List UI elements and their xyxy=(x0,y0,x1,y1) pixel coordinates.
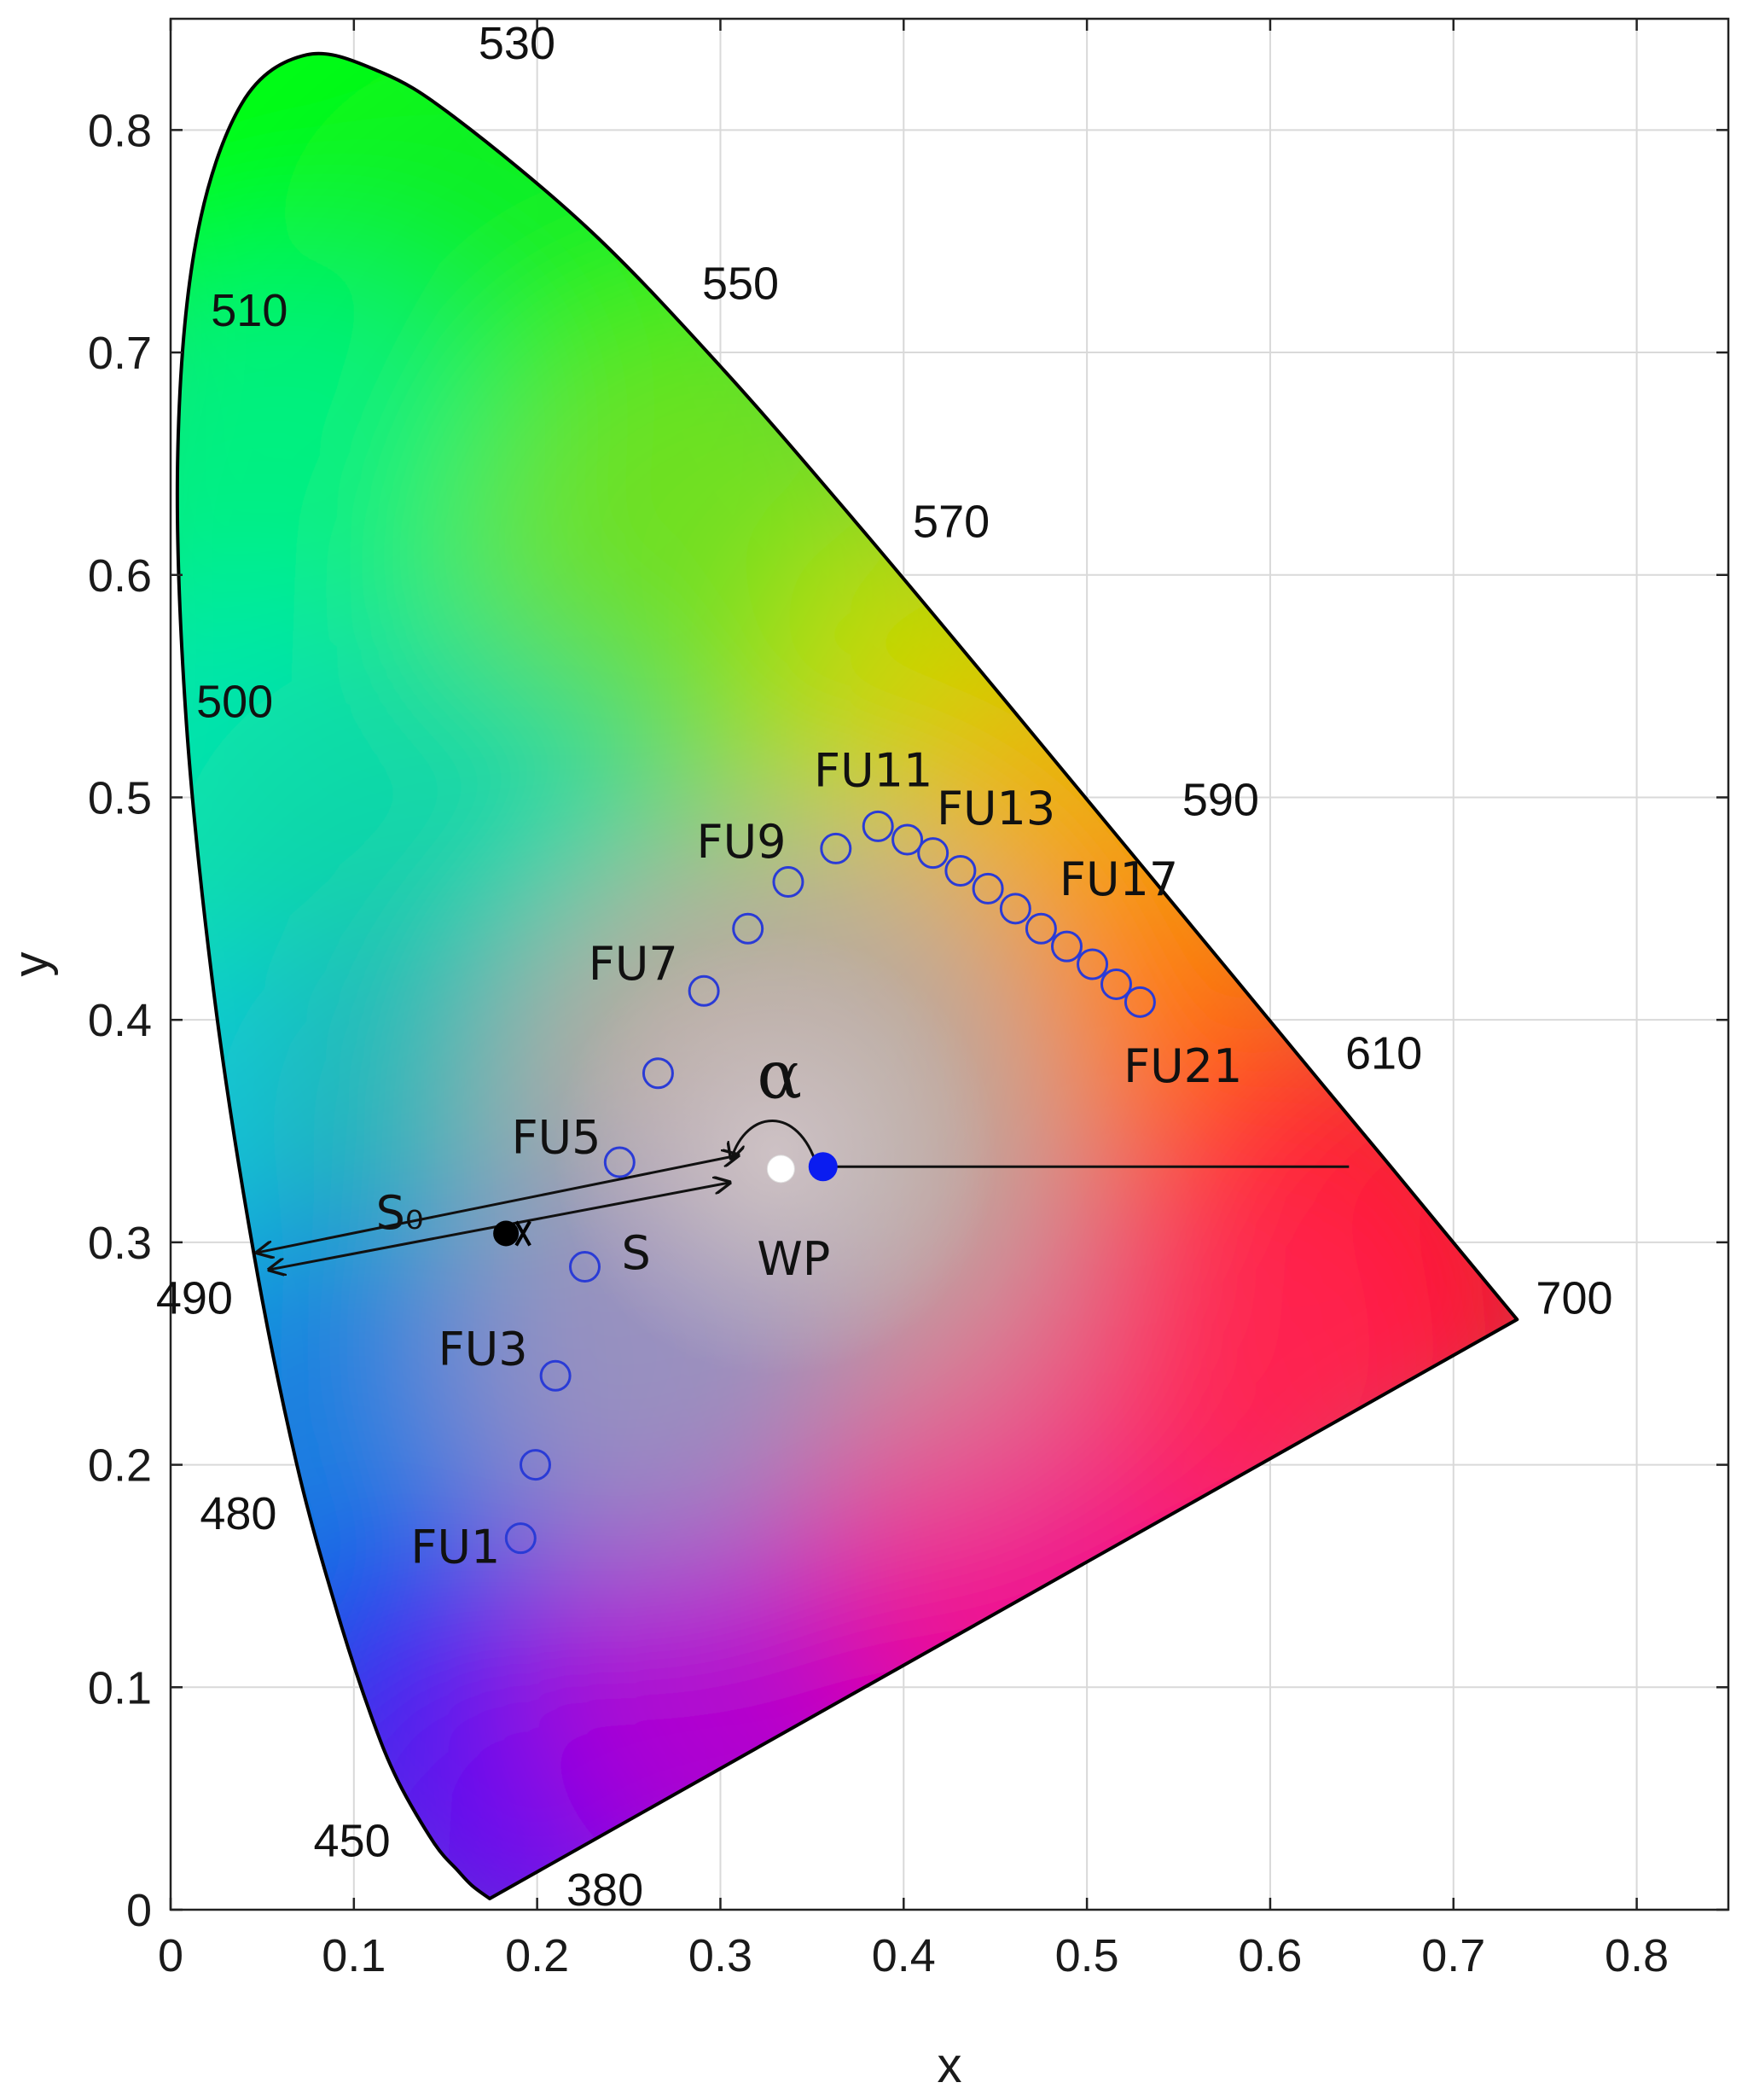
x-axis-title: x xyxy=(938,2038,962,2093)
fu-point xyxy=(917,837,949,870)
fu-point xyxy=(972,872,1004,905)
fu-point xyxy=(519,1449,551,1481)
wavelength-label: 590 xyxy=(1182,774,1259,825)
x-tick-label: 0.5 xyxy=(1055,1930,1119,1981)
fu-point xyxy=(642,1057,674,1090)
annotations: α S₀ S WP xyxy=(258,1037,1350,1286)
wavelength-label: 480 xyxy=(200,1488,276,1539)
y-tick-label: 0.8 xyxy=(88,105,152,156)
y-tick-label: 0.2 xyxy=(88,1440,152,1492)
fu-label: FU17 xyxy=(1060,852,1178,906)
fu-label: FU13 xyxy=(937,782,1055,835)
wp-label: WP xyxy=(757,1232,830,1286)
fu-point xyxy=(1025,912,1057,945)
fu-label: FU7 xyxy=(589,937,678,991)
x-tick-label: 0.4 xyxy=(872,1930,936,1981)
x-tick-label: 0.7 xyxy=(1421,1930,1485,1981)
fu-point xyxy=(944,855,977,887)
wavelength-labels: 530 550 510 570 500 590 610 490 700 480 450 380 xyxy=(156,18,1613,1916)
white-point xyxy=(766,1155,795,1184)
fu-point xyxy=(603,1146,636,1178)
fu-point xyxy=(820,832,852,864)
hue-point xyxy=(493,1220,520,1247)
fu-label: FU5 xyxy=(512,1111,601,1165)
fu-point xyxy=(539,1359,572,1392)
fu-point xyxy=(1077,948,1109,980)
wavelength-label: 530 xyxy=(479,18,555,69)
x-tick-label: 0.2 xyxy=(505,1930,569,1981)
fu-series xyxy=(504,810,1156,1555)
y-tick-label: 0.7 xyxy=(88,328,152,379)
fu-point xyxy=(569,1251,601,1283)
y-tick-label: 0.4 xyxy=(88,995,152,1046)
s-label: S xyxy=(621,1226,650,1280)
plot-frame xyxy=(169,17,1730,1911)
fu-point xyxy=(688,974,720,1007)
wavelength-label: 450 xyxy=(314,1815,391,1866)
wavelength-label: 490 xyxy=(156,1272,233,1323)
fu-point xyxy=(999,893,1031,925)
y-tick-label: 0 xyxy=(126,1885,152,1936)
wavelength-label: 510 xyxy=(211,285,287,336)
hue-point-cross xyxy=(514,1220,531,1247)
fu-point xyxy=(891,823,924,856)
wavelength-label: 500 xyxy=(196,677,273,728)
y-tick-label: 0.1 xyxy=(88,1662,152,1713)
fu-label: FU9 xyxy=(697,815,787,869)
fu-label: FU21 xyxy=(1124,1039,1242,1093)
x-tick-label: 0.6 xyxy=(1238,1930,1302,1981)
fu-point xyxy=(1124,986,1156,1018)
axes: 0 0.1 0.2 0.3 0.4 0.5 0.6 0.7 0.8 0 0.1 0.2 0.3 0.4 0.… xyxy=(3,17,1730,2093)
locus-outline xyxy=(175,51,1519,1900)
sample-point xyxy=(808,1152,838,1182)
wavelength-label: 610 xyxy=(1345,1028,1422,1079)
fu-point xyxy=(1100,968,1132,1000)
x-tick-label: 0.1 xyxy=(322,1930,386,1981)
alpha-arc xyxy=(731,1119,818,1166)
wavelength-label: 700 xyxy=(1536,1272,1612,1323)
fu-point xyxy=(732,912,764,945)
fu-point xyxy=(504,1522,537,1555)
alpha-label: α xyxy=(757,1037,802,1114)
x-tick-label: 0 xyxy=(158,1930,183,1981)
fu-point xyxy=(862,810,894,842)
spectral-locus xyxy=(175,51,1519,1900)
x-tick-label: 0.8 xyxy=(1605,1930,1669,1981)
fu-label: FU11 xyxy=(814,743,932,797)
x-tick-label: 0.3 xyxy=(688,1930,752,1981)
white-region xyxy=(553,931,997,1376)
y-tick-label: 0.5 xyxy=(88,772,152,823)
wavelength-label: 570 xyxy=(913,496,990,547)
fu-label: FU1 xyxy=(410,1520,500,1574)
wavelength-label: 550 xyxy=(702,258,779,309)
y-tick-label: 0.3 xyxy=(88,1218,152,1269)
fu-point xyxy=(772,866,804,899)
wavelength-label: 380 xyxy=(566,1864,643,1916)
so-label: S₀ xyxy=(376,1186,424,1240)
fu-label: FU3 xyxy=(438,1322,528,1376)
fu-point xyxy=(1050,930,1083,963)
y-axis-title: y xyxy=(3,952,59,977)
y-tick-label: 0.6 xyxy=(88,550,152,602)
